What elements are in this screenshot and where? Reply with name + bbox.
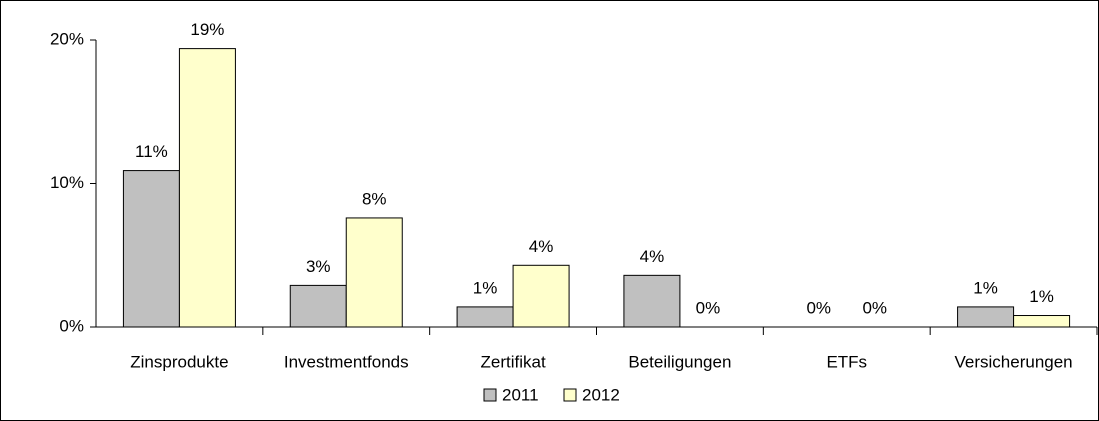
value-label: 19% — [190, 20, 224, 39]
x-tick-label: Investmentfonds — [284, 352, 409, 371]
value-label: 3% — [306, 257, 331, 276]
value-label: 0% — [806, 298, 831, 317]
x-tick-label: Beteiligungen — [628, 352, 731, 371]
bar — [957, 306, 1015, 328]
bar — [122, 170, 180, 328]
value-label: 1% — [973, 278, 998, 297]
x-tick-label: Zinsprodukte — [130, 352, 228, 371]
value-label: 8% — [362, 189, 387, 208]
x-tick-label: Versicherungen — [955, 352, 1073, 371]
bar — [178, 48, 236, 328]
value-label: 4% — [529, 237, 554, 256]
y-tick-label: 20% — [50, 29, 84, 48]
value-label: 11% — [135, 142, 168, 161]
value-label: 0% — [862, 298, 887, 317]
bar — [345, 217, 403, 328]
value-label: 0% — [696, 298, 721, 317]
bar — [623, 274, 681, 328]
legend-swatch — [563, 388, 577, 402]
legend-label: 2012 — [582, 385, 620, 404]
y-tick-label: 10% — [50, 173, 84, 192]
bar — [1013, 315, 1071, 328]
value-label: 1% — [1029, 287, 1054, 306]
legend-label: 2011 — [502, 385, 539, 404]
x-tick-label: ETFs — [826, 352, 867, 371]
legend-swatch — [483, 388, 497, 402]
bar — [512, 264, 570, 328]
bar — [289, 284, 347, 328]
y-tick-label: 0% — [59, 316, 84, 335]
value-label: 1% — [473, 278, 498, 297]
bar — [456, 306, 514, 328]
value-label: 4% — [640, 247, 665, 266]
x-tick-label: Zertifikat — [480, 352, 545, 371]
